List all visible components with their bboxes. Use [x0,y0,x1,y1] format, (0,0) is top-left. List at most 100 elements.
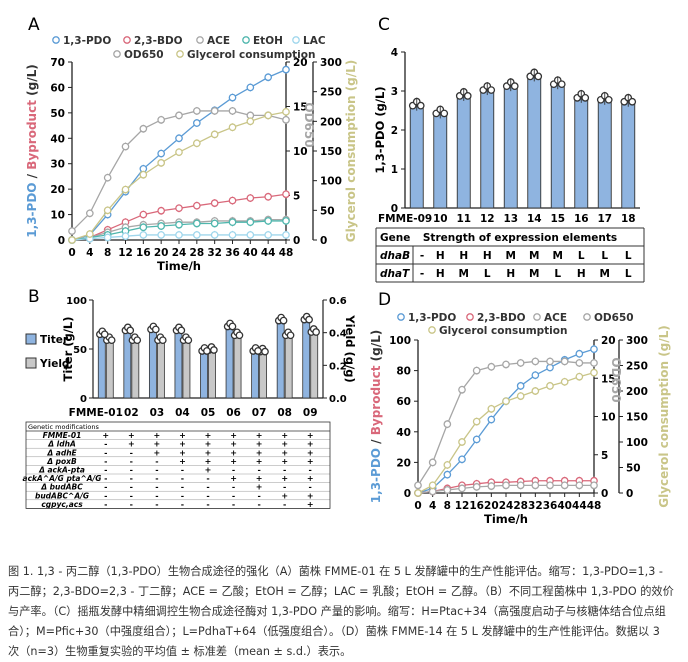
y-tick-label: 4 [391,47,398,59]
table-row-label: Δ adhE [46,448,77,457]
data-point [139,223,148,232]
y-tick-label: 80 [396,366,411,378]
data-point [531,371,540,380]
y2-axis-label: OD650 [302,102,316,147]
data-point [175,148,183,157]
data-point [458,438,466,446]
table-cell: H [436,268,445,280]
y-tick-label: 3 [391,86,398,98]
x-tick-label: 20 [154,247,169,259]
data-point [139,170,148,179]
y2-tick-label: 10 [293,146,308,158]
data-point [175,134,183,143]
table-cell: - [130,457,133,466]
replicate-dot [581,94,590,102]
table-cell: - [130,448,133,457]
data-point [282,190,290,199]
data-point [139,124,148,133]
x-tick-label: 15 [550,213,565,225]
table-cell: - [130,474,133,483]
data-point [264,111,273,120]
replicate-dot [177,326,186,335]
x-tick-label: 06 [226,407,241,419]
table-cell: + [128,440,135,449]
table-cell: + [205,431,212,440]
table-cell: + [205,448,212,457]
data-point [487,404,496,413]
x-tick-label: 8 [444,500,451,512]
replicate-dot [126,326,135,335]
table-cell: H [483,250,492,262]
y2-tick-label: 0.6 [329,296,347,307]
data-point [487,415,496,424]
table-cell: - [104,491,107,500]
legend-marker [196,36,204,44]
y-tick-label: 0 [58,235,65,247]
yield-bar [156,338,165,399]
y2-tick-label: 20 [293,57,308,69]
table-row-label: Δ budABC [40,483,83,492]
y-tick-label: 1 [391,164,398,176]
x-tick-label: 05 [201,407,216,419]
table-cell: + [256,457,263,466]
data-point [575,349,584,358]
y-tick-label: 50 [50,108,65,120]
y3-tick-label: 100 [320,176,342,188]
data-point [85,209,94,218]
data-point [575,481,584,490]
x-tick-label: FMME-01 [69,407,123,419]
data-point [531,481,540,490]
x-tick-label: 04 [175,407,190,419]
x-tick-label: 03 [150,407,165,419]
data-point [210,231,219,239]
table-cell: + [281,431,288,440]
y2-tick-label: 0.4 [329,329,347,340]
data-point [68,227,76,235]
table-cell: L [484,268,491,280]
data-point [228,218,237,227]
y-tick-label: 2 [391,125,398,137]
replicate-dot [261,347,269,356]
data-point [516,481,525,490]
table-cell: + [307,457,314,466]
table-row-label: ackA^A/G pta^A/G [23,474,102,483]
data-point [443,486,452,494]
y2-tick-label: 20 [601,335,616,347]
y3-tick-label: 250 [320,87,342,99]
table-cell: M [529,250,539,262]
legend-label: Yield [39,358,69,370]
table-cell: - [309,466,312,475]
table-cell: - [257,491,260,500]
replicate-dot [312,328,320,336]
data-point [264,192,273,201]
data-point [246,194,255,202]
table-cell: + [179,457,186,466]
replicate-dot [279,316,288,325]
table-cell: - [130,466,133,475]
data-point [531,357,540,366]
table-cell: - [420,250,424,262]
table-cell: + [307,500,314,509]
yield-bar [105,338,114,399]
data-point [546,382,554,390]
legend-marker [292,36,300,44]
data-point [472,366,481,375]
legend-label: Titer [40,334,69,346]
legend-label: 1,3-PDO [408,312,456,324]
replicate-dot [133,336,142,345]
data-point [546,481,554,490]
table-row-label: Δ ackA-pta [38,466,85,475]
table-cell: + [307,448,314,457]
table-cell: + [230,448,237,457]
table-cell: - [206,483,209,492]
y3-tick-label: 200 [320,116,342,128]
y3-tick-label: 250 [626,361,648,373]
legend-swatch [25,333,37,345]
table-cell: + [230,457,237,466]
table-cell: - [155,500,158,509]
titer-bar [251,349,260,399]
x-tick-label: 40 [557,500,572,512]
legend-marker [583,313,591,321]
data-point [246,83,255,92]
series-line [71,110,287,232]
